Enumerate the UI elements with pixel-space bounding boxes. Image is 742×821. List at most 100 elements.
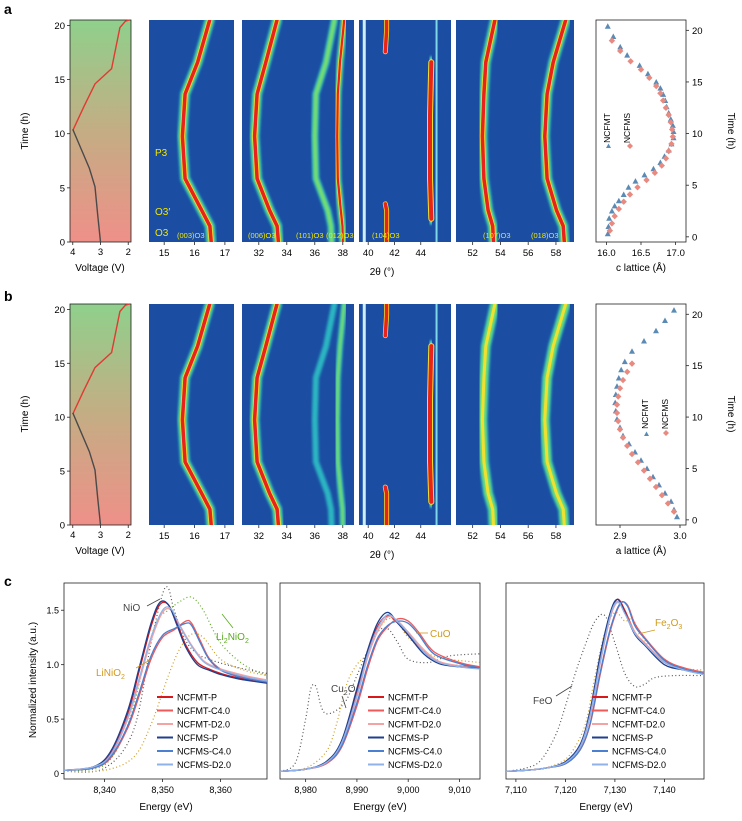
annotation-arrow [637, 629, 656, 635]
legend-block: NCFMT-P NCFMT-C4.0 NCFMT-D2.0 NCFMS-P NCFMS-… [368, 693, 442, 770]
xas-curve [279, 611, 481, 773]
legend-label: NCFMS-D2.0 [388, 760, 442, 770]
xrd-peaks [477, 304, 571, 525]
y-tick-label: 5 [692, 181, 697, 192]
data-point-diamond [628, 360, 636, 367]
x-tick-label: 56 [523, 248, 534, 259]
peak-band [383, 485, 389, 525]
y-tick-label: 10 [692, 129, 703, 140]
data-point-diamond [651, 169, 659, 177]
xrd-peaks [249, 304, 348, 525]
peak-band [480, 20, 497, 242]
peak-label: (012)O3 [326, 231, 354, 240]
xas-curve [63, 600, 268, 771]
reference-curve [63, 632, 268, 773]
data-point-diamond [669, 133, 677, 140]
ref-label-feo: FeO [533, 696, 553, 707]
peak-band [383, 20, 389, 54]
xrd-peaks [362, 20, 438, 242]
x-tick-label: 8,990 [346, 785, 369, 795]
voltage-curve [72, 129, 102, 243]
peak-band [428, 344, 434, 504]
xrd-map-axes: 15 16 17 32 34 36 38 40 42 44 52 54 56 58 [159, 525, 561, 542]
xrd-segment [242, 20, 354, 242]
xas-cu-panel: 8,980 8,990 9,000 9,010 Energy (eV) Cu2O Cu… [279, 582, 481, 813]
data-point-diamond [665, 147, 672, 155]
annotation-arrow [555, 685, 573, 697]
legend-label: NCFMT-D2.0 [177, 720, 230, 730]
data-point-diamond [659, 97, 667, 104]
peak-label: (006)O3 [248, 231, 276, 240]
legend-label: NCFMS-P [177, 733, 218, 743]
reference-curve [505, 613, 705, 772]
data-point-diamond [634, 459, 642, 466]
x-tick-label: 58 [551, 531, 562, 542]
data-point-diamond [634, 184, 641, 191]
peak-band [312, 20, 337, 242]
x-tick-label: 40 [363, 531, 374, 542]
x-tick-label: 3.0 [673, 531, 686, 542]
x-tick-label: 2 [126, 247, 131, 258]
xas-curve [63, 622, 268, 771]
legend-triangle-marker [644, 431, 649, 436]
xrd-map-b: 15 16 17 32 34 36 38 40 42 44 52 54 56 58 2θ (°) [149, 304, 574, 561]
voltage-axes: 0 5 10 15 20 4 3 2 [54, 21, 130, 258]
x-tick-label: 7,110 [505, 785, 527, 795]
data-point-diamond [616, 426, 624, 433]
y-tick-label: 0 [60, 238, 65, 249]
x-tick-label: 16.0 [597, 248, 616, 259]
xrd-segment [149, 20, 234, 242]
a-lattice-axis-label: a lattice (Å) [616, 544, 667, 557]
peak-label: (018)O3 [531, 231, 559, 240]
xas-curve [63, 619, 268, 771]
data-point-triangle [657, 85, 664, 91]
xas-curves [279, 611, 481, 773]
data-point-triangle [662, 317, 668, 323]
peak-label: (107)O3 [483, 231, 511, 240]
legend-triangle-marker [606, 143, 611, 148]
x-tick-label: 44 [415, 531, 426, 542]
legend-ncfms: NCFMS [622, 113, 632, 144]
voltage-axis-label: Voltage (V) [75, 546, 124, 557]
x-tick-label: 38 [338, 248, 349, 259]
data-point-diamond [615, 417, 622, 425]
xas-frame [279, 582, 481, 780]
data-point-diamond [613, 401, 621, 408]
voltage-curve [72, 19, 130, 131]
data-point-diamond [652, 483, 660, 491]
time-axis-label: Time (h) [20, 396, 31, 433]
x-tick-label: 17 [220, 531, 231, 542]
data-point-diamond [606, 227, 614, 234]
peak-band [311, 304, 338, 525]
energy-axis-label: Energy (eV) [139, 802, 192, 813]
xas-ni-panel: 8,340 8,350 8,360 0 0.5 1.0 1.5 Energy (eV) Ni… [46, 582, 268, 813]
data-point-diamond [668, 140, 675, 148]
y-tick-label: 20 [692, 310, 703, 321]
legend-label: NCFMT-P [612, 693, 652, 703]
y-tick-label: 0.5 [46, 715, 59, 725]
xrd-peaks [249, 20, 348, 242]
panel-label-c: c [4, 573, 12, 589]
legend-label: NCFMS-C4.0 [388, 747, 442, 757]
x-tick-label: 16.5 [632, 248, 651, 259]
legend-ncfmt: NCFMT [602, 113, 612, 143]
data-point-diamond [662, 155, 670, 162]
reference-curve [63, 596, 268, 772]
data-point-diamond [619, 434, 627, 441]
data-point-diamond [620, 198, 627, 205]
peak-band [543, 20, 568, 242]
y-tick-label: 15 [692, 77, 703, 88]
xrd-map-a: 15 16 17 32 34 36 38 40 42 44 52 54 56 58 2θ (°) P3 O… [149, 20, 574, 278]
two-theta-label: 2θ (°) [370, 267, 395, 278]
peak-label: (104)O3 [372, 231, 400, 240]
xas-curves [63, 585, 268, 773]
voltage-curves [72, 19, 130, 243]
data-point-diamond [668, 126, 676, 133]
data-point-diamond [665, 111, 672, 119]
y-tick-label: 10 [54, 413, 65, 424]
data-point-triangle [615, 375, 622, 381]
reference-curve [279, 627, 481, 772]
data-point-diamond [670, 508, 678, 515]
legend-label: NCFMT-P [388, 693, 428, 703]
